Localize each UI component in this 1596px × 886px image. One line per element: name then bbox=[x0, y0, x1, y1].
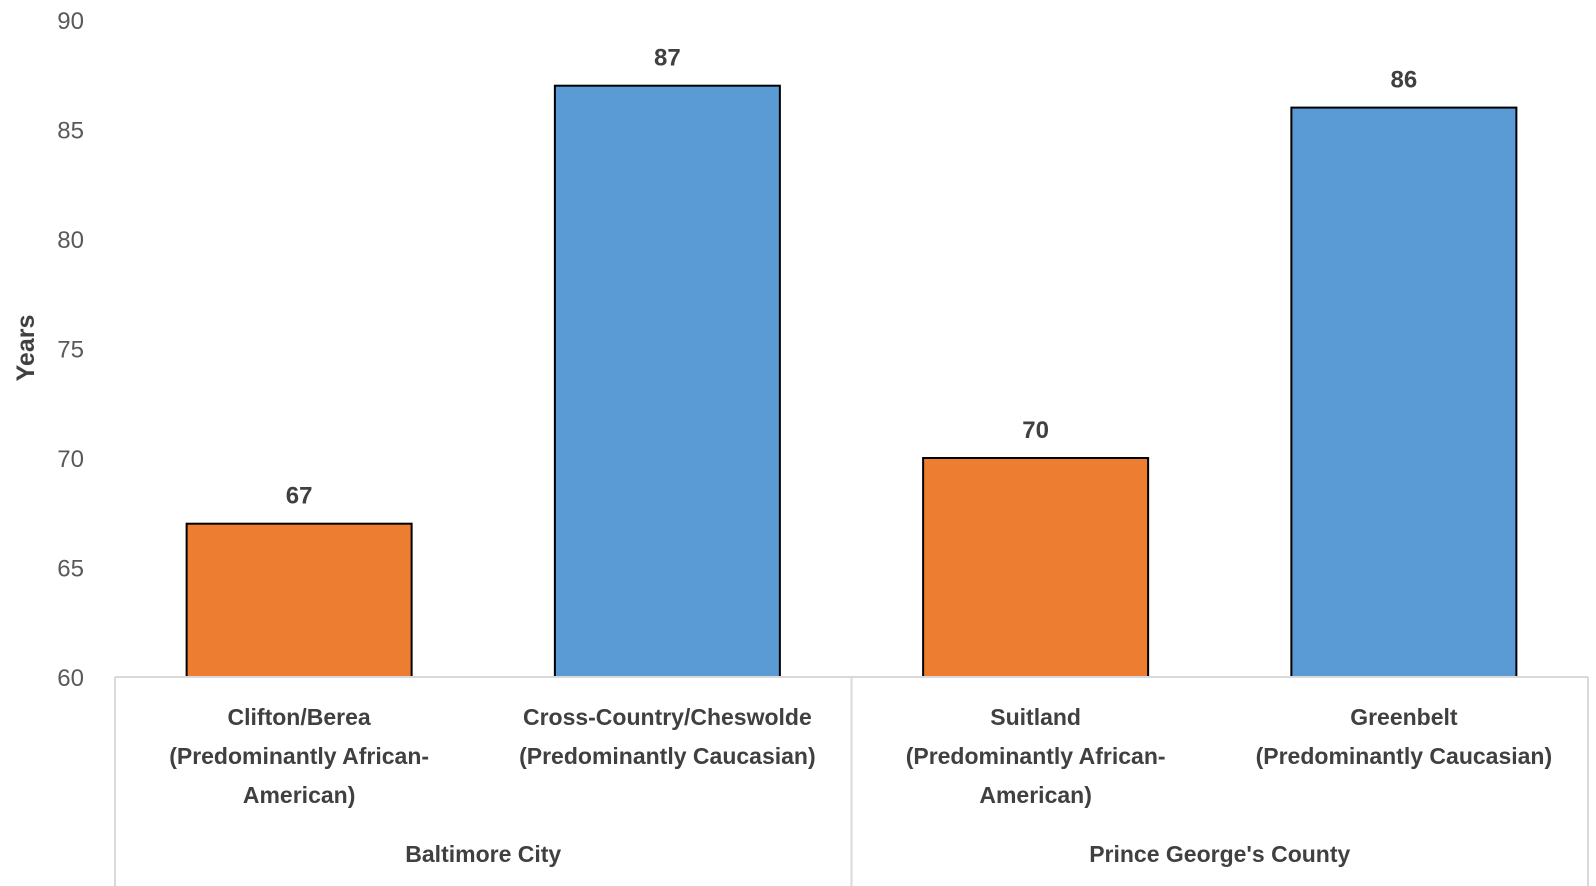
data-label: 87 bbox=[654, 45, 681, 72]
bar bbox=[922, 457, 1150, 678]
category-label: Clifton/Berea (Predominantly African-Amer… bbox=[169, 704, 429, 808]
group-label: Baltimore City bbox=[405, 841, 561, 867]
category-label: Cross-Country/Cheswolde (Predominantly Ca… bbox=[519, 704, 816, 769]
y-tick-label: 80 bbox=[57, 227, 84, 254]
y-tick-label: 85 bbox=[57, 118, 84, 145]
bars bbox=[185, 84, 1518, 679]
y-tick-label: 90 bbox=[57, 8, 84, 35]
data-label: 67 bbox=[286, 483, 313, 510]
y-tick-label: 70 bbox=[57, 446, 84, 473]
category-label: Greenbelt (Predominantly Caucasian) bbox=[1256, 704, 1553, 769]
y-tick-label: 60 bbox=[57, 665, 84, 692]
data-labels: 67 87 70 86 bbox=[286, 45, 1417, 510]
bar bbox=[553, 84, 781, 678]
category-label: Suitland (Predominantly African-American) bbox=[906, 704, 1166, 808]
data-label: 70 bbox=[1022, 417, 1049, 444]
bar bbox=[185, 522, 413, 679]
y-tick-label: 75 bbox=[57, 337, 84, 364]
group-label: Prince George's County bbox=[1089, 841, 1350, 867]
y-axis-label: Years bbox=[12, 315, 40, 382]
data-label: 86 bbox=[1391, 67, 1418, 94]
bar bbox=[1290, 106, 1518, 679]
y-tick-label: 65 bbox=[57, 556, 84, 583]
y-axis: 60 65 70 75 80 85 90 bbox=[57, 8, 84, 692]
x-axis: Clifton/Berea (Predominantly African-Amer… bbox=[114, 676, 1589, 886]
